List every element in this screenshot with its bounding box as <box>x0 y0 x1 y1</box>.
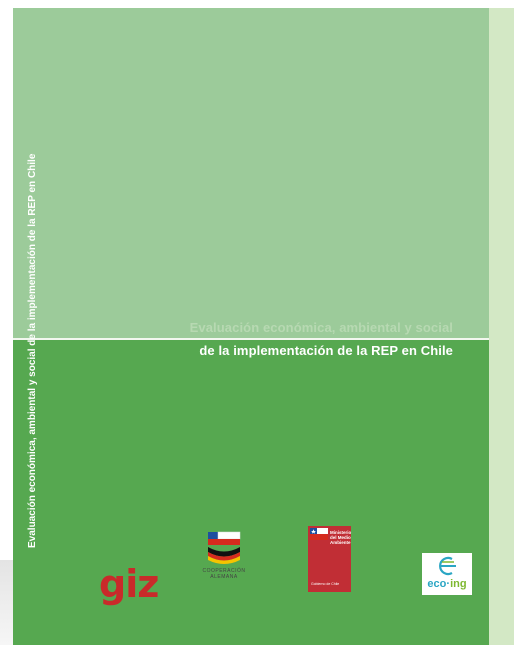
cooperacion-alemana-logo: COOPERACIÓN ALEMANA <box>202 530 245 588</box>
cover-divider <box>13 338 489 340</box>
book-cover: Evaluación económica, ambiental y social… <box>13 8 489 645</box>
eco-symbol-icon <box>439 556 456 576</box>
cover-top-panel <box>13 8 489 338</box>
spine-title: Evaluación económica, ambiental y social… <box>27 153 38 548</box>
eco-prefix: eco <box>427 578 447 590</box>
eco-ing-text: eco·ing <box>427 578 467 590</box>
cooperacion-emblem-icon <box>208 531 241 564</box>
gobierno-text: Gobierno de Chile <box>311 582 340 586</box>
eco-ing-logo: eco·ing <box>422 553 472 595</box>
cover-title-line-1: Evaluación económica, ambiental y social <box>189 320 453 335</box>
cover-title-line-2: de la implementación de la REP en Chile <box>199 343 453 358</box>
eco-suffix: ing <box>450 578 467 590</box>
cooperacion-text: COOPERACIÓN ALEMANA <box>202 568 246 580</box>
spine-strip <box>489 8 514 645</box>
ministerio-logo: Ministerio del Medio Ambiente Gobierno d… <box>308 526 351 592</box>
giz-logo: giz <box>99 562 159 606</box>
cover-bottom-panel <box>13 340 489 645</box>
chile-flag-icon <box>310 528 328 540</box>
ministerio-text: Ministerio del Medio Ambiente <box>330 530 352 545</box>
